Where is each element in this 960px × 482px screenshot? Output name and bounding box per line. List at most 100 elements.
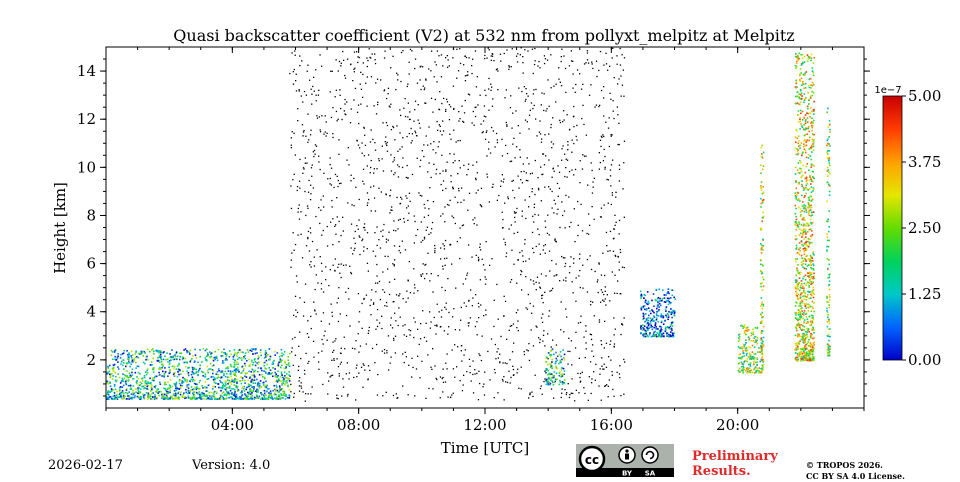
data-point [480,359,483,362]
data-point [233,369,236,372]
data-point [533,104,535,107]
data-point [669,297,672,299]
data-point [798,342,800,345]
data-point [522,72,524,74]
data-point [197,370,200,373]
data-point [137,371,140,374]
data-point [416,157,418,159]
data-point [330,70,332,72]
data-point [189,390,191,393]
data-point [244,372,247,374]
data-point [202,348,205,350]
data-point [388,293,391,296]
data-point [295,275,298,277]
data-point [812,350,815,353]
data-point [211,398,213,400]
data-point [524,119,527,121]
data-point [256,384,259,386]
data-point [812,122,814,124]
data-point [481,132,483,134]
data-point [385,194,387,196]
data-point [547,380,549,382]
data-point [108,370,111,373]
data-point [379,298,381,301]
data-point [550,363,552,365]
data-point [813,119,815,122]
data-point [530,279,532,281]
data-point [400,114,402,117]
data-point [667,333,670,336]
data-point [189,380,191,383]
data-point [241,359,243,361]
data-point [212,369,215,372]
data-point [392,301,394,303]
data-point [651,318,654,320]
data-point [256,378,258,381]
data-point [753,357,756,359]
data-point [475,294,477,296]
data-point [269,369,272,371]
data-point [799,208,802,210]
data-point [502,181,504,183]
data-point [525,172,527,174]
data-point [344,98,346,101]
data-point [263,395,265,398]
data-point [524,239,526,241]
data-point [452,186,454,188]
data-point [128,355,130,358]
data-point [229,389,232,392]
data-point [396,196,398,199]
data-point [619,365,621,367]
data-point [542,249,544,251]
data-point [581,168,584,170]
data-point [136,355,138,358]
data-point [803,347,805,349]
data-point [353,237,355,239]
data-point [761,247,763,249]
data-point [442,381,445,383]
data-point [115,394,118,396]
data-point [749,353,751,356]
data-point [559,359,562,362]
data-point [191,370,194,373]
data-point [801,301,803,304]
data-point [250,371,252,373]
data-point [801,257,803,259]
data-point [762,199,764,202]
data-point [403,361,405,364]
data-point [811,146,813,148]
data-point [811,129,813,132]
data-point [109,375,112,377]
data-point [608,117,610,119]
data-point [363,364,365,366]
data-point [795,347,797,349]
data-point [354,230,356,233]
data-point [274,371,276,374]
data-point [249,363,251,366]
data-point [614,224,616,226]
data-point [388,281,391,283]
data-point [746,328,748,331]
data-point [407,394,409,396]
data-point [222,383,225,386]
data-point [332,264,334,266]
data-point [211,365,214,367]
data-point [520,171,522,173]
data-point [432,388,434,390]
data-point [428,233,430,235]
data-point [812,142,814,145]
data-point [176,387,179,390]
data-point [501,138,503,140]
data-point [737,369,740,372]
data-point [752,358,755,360]
data-point [754,366,757,368]
data-point [232,358,235,361]
data-point [501,378,504,381]
data-point [165,390,168,393]
data-point [338,220,340,223]
data-point [472,297,474,299]
data-point [420,88,422,91]
data-point [195,368,197,371]
data-point [591,169,593,172]
data-point [202,375,204,377]
